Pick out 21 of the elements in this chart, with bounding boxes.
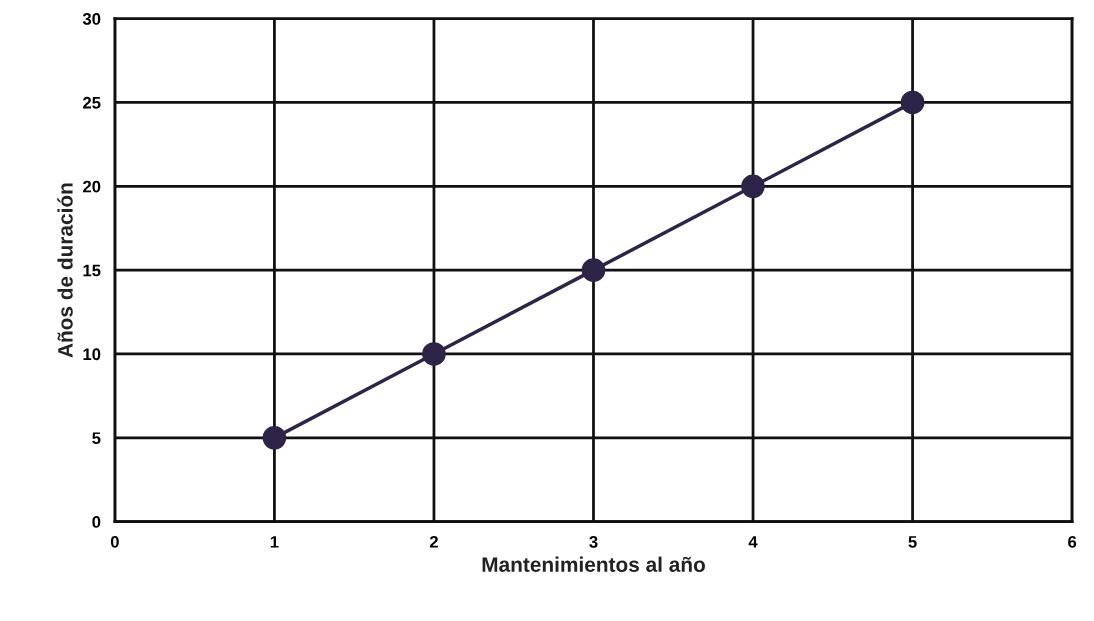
- y-tick-label: 20: [83, 180, 101, 193]
- x-tick-label: 5: [908, 536, 917, 548]
- x-tick-label: 6: [1068, 535, 1077, 548]
- point: [900, 90, 925, 115]
- y-axis-title: Años de duración: [57, 183, 73, 358]
- y-tick-label: 15: [83, 264, 101, 277]
- x-tick-label: 0: [110, 535, 119, 548]
- x-tick-label: 3: [589, 535, 598, 548]
- point: [581, 258, 606, 282]
- x-tick-label: 1: [270, 536, 279, 548]
- x-tick-label: 4: [748, 536, 758, 548]
- point: [741, 174, 765, 199]
- point: [422, 342, 446, 366]
- y-tick-label: 25: [83, 96, 101, 109]
- y-tick-label: 30: [82, 13, 101, 25]
- x-tick-label: 2: [429, 535, 438, 548]
- point: [262, 425, 287, 450]
- y-tick-label: 0: [92, 516, 101, 528]
- y-tick-label: 5: [92, 432, 101, 445]
- x-axis-title: Mantenimientos al año: [482, 556, 705, 572]
- y-tick-label: 10: [83, 348, 101, 361]
